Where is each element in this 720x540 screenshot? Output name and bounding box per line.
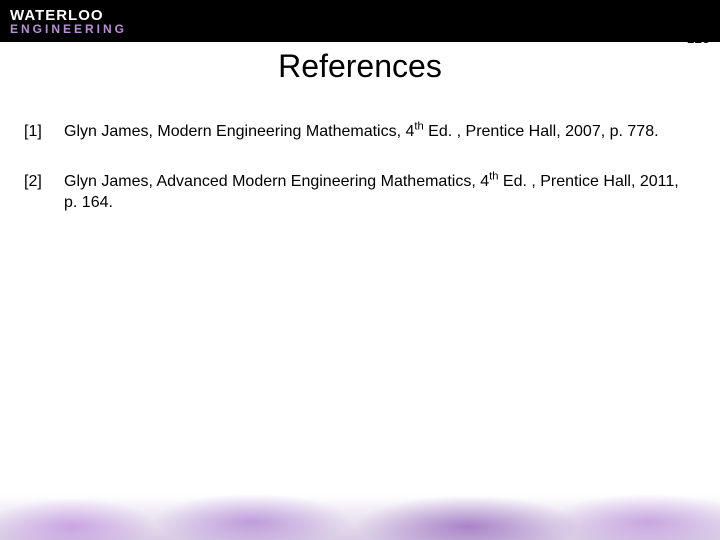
references-list: [1] Glyn James, Modern Engineering Mathe… <box>0 121 720 214</box>
reference-number: [2] <box>24 171 64 214</box>
logo-bar: WATERLOO ENGINEERING <box>0 0 720 42</box>
ref-text-post: Ed. , Prentice Hall, 2007, p. 778. <box>424 123 659 140</box>
logo-bottom-text: ENGINEERING <box>10 23 127 35</box>
logo-top-text: WATERLOO <box>10 8 127 23</box>
ref-text-pre: Glyn James, Modern Engineering Mathemati… <box>64 123 414 140</box>
ref-superscript: th <box>414 121 423 133</box>
reference-item: [2] Glyn James, Advanced Modern Engineer… <box>24 171 690 214</box>
logo: WATERLOO ENGINEERING <box>10 8 127 35</box>
page-number: 125 <box>687 30 710 46</box>
ref-text-pre: Glyn James, Advanced Modern Engineering … <box>64 173 489 190</box>
reference-number: [1] <box>24 121 64 143</box>
reference-item: [1] Glyn James, Modern Engineering Mathe… <box>24 121 690 143</box>
reference-text: Glyn James, Advanced Modern Engineering … <box>64 171 690 214</box>
footer-decorative-bg <box>0 494 720 540</box>
slide-title: References <box>0 48 720 85</box>
reference-text: Glyn James, Modern Engineering Mathemati… <box>64 121 690 143</box>
